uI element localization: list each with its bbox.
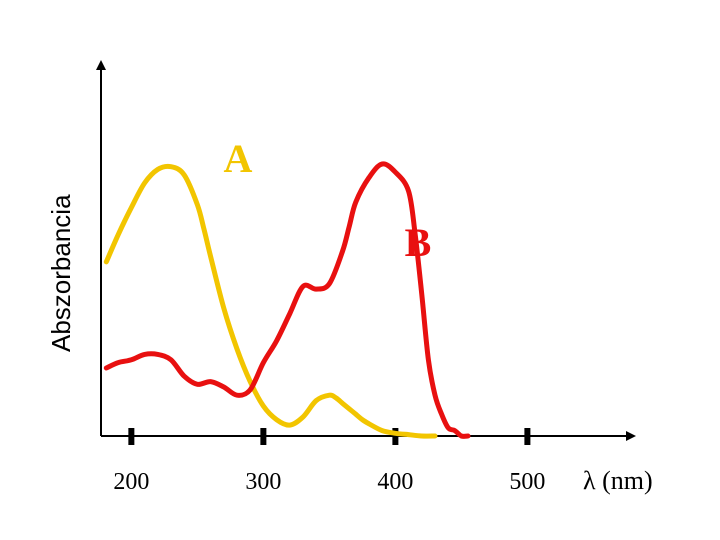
x-axis-label: λ (nm) [583, 466, 653, 495]
series-a-line [103, 163, 438, 439]
series-b-line [103, 161, 471, 439]
series-layer: AB [103, 136, 471, 439]
series-a-label: A [224, 136, 253, 181]
x-tick-label-300: 300 [245, 469, 281, 495]
x-ticks: 200 300 400 500 [113, 428, 545, 495]
y-axis-label: Abszorbancia [46, 194, 76, 352]
y-axis-arrow-icon [96, 60, 106, 70]
x-tick-label-400: 400 [377, 469, 413, 495]
x-tick-label-500: 500 [509, 469, 545, 495]
x-tick-label-200: 200 [113, 469, 149, 495]
series-b-label: B [405, 220, 432, 265]
x-axis-arrow-icon [626, 431, 636, 441]
axes [96, 60, 636, 441]
